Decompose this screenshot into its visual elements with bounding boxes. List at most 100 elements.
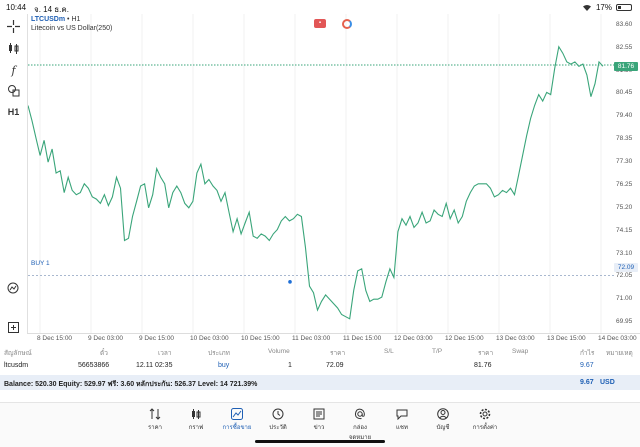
time-tick-label: 11 Dec 03:00 [292,335,331,342]
row-volume: 1 [288,362,292,369]
chat-icon [396,409,408,420]
price-tick-label: 76.25 [616,180,633,188]
col-volume: Volume [268,348,290,355]
nav-label: กล่องจดหมาย [348,425,372,441]
nav-account[interactable]: บัญชี [428,408,458,432]
nav-quotes[interactable]: ราคา [140,408,170,432]
price-tick-label: 82.55 [616,43,633,51]
time-tick-label: 12 Dec 15:00 [445,335,484,342]
row-ticket: 56653866 [78,362,110,369]
indicators-icon[interactable]: f [11,64,16,77]
quotes-icon [149,408,161,420]
col-sl: S/L [384,348,394,355]
timeframe-button[interactable]: H1 [7,106,20,117]
zoom-icon[interactable] [5,280,22,297]
bid-price-tag: 81.76 [614,62,638,71]
nav-mailbox[interactable]: กล่องจดหมาย [345,408,375,442]
nav-label: ข่าว [313,425,325,431]
balance-bar: Balance: 520.30 Equity: 529.97 ฟรี: 3.60… [0,375,640,390]
nav-chat[interactable]: แชท [387,408,417,432]
candles-icon[interactable] [5,40,22,57]
col-price: ราคา [330,350,346,357]
row-profit: 9.67 [580,362,594,369]
nav-label: ประวัติ [269,425,287,431]
symbol-description: Litecoin vs US Dollar(250) [31,25,113,32]
nav-label: กราฟ [188,425,204,431]
price-tick-label: 69.95 [616,318,633,326]
col-current-price: ราคา [478,350,494,357]
objects-icon[interactable] [5,82,22,99]
nav-history[interactable]: ประวัติ [263,408,293,432]
nav-news[interactable]: ข่าว [304,408,334,432]
wifi-icon [582,5,591,11]
nav-chart[interactable]: กราฟ [181,408,211,432]
time-tick-label: 12 Dec 03:00 [394,335,433,342]
time-tick-label: 10 Dec 15:00 [241,335,280,342]
symbol-name: LTCUSDm [31,16,66,23]
account-icon [437,408,449,420]
col-comment: หมายเหตุ [606,350,633,357]
chart-canvas[interactable] [27,14,616,333]
row-type: buy [218,362,230,369]
status-bar: 10:44 จ. 14 ธ.ค. 17% [0,0,640,14]
chart-toolbar: f H1 [0,14,27,344]
col-symbol: สัญลักษณ์ [4,350,32,357]
currency-label: USD [600,379,615,386]
settings-icon [479,408,491,420]
balance-text: Balance: 520.30 Equity: 529.97 ฟรี: 3.60… [4,381,258,388]
price-tick-label: 78.35 [616,135,633,143]
new-order-icon[interactable] [5,319,22,336]
history-icon [272,408,284,420]
nav-settings[interactable]: การตั้งค่า [470,408,500,432]
row-current-price: 81.76 [474,362,492,369]
price-tick-label: 74.15 [616,226,633,234]
one-click-icon[interactable]: ▪ [314,19,326,28]
nav-label: ราคา [148,425,162,431]
col-swap: Swap [512,348,529,355]
col-type: ประเภท [208,350,230,357]
time-tick-label: 13 Dec 03:00 [496,335,535,342]
time-tick-label: 10 Dec 03:00 [190,335,229,342]
row-symbol: ltcusdm [4,362,29,369]
col-profit: กำไร [580,350,595,357]
time-tick-label: 8 Dec 15:00 [37,335,73,342]
nav-trade[interactable]: การซื้อขาย [222,408,252,432]
signal-icon[interactable] [342,19,352,29]
time-axis: 8 Dec 15:00 9 Dec 03:00 9 Dec 15:00 10 Dec … [27,333,640,344]
price-tick-label: 73.10 [616,249,633,257]
bottom-nav: ราคา กราฟ การซื้อขาย ประวัติ ข่าว กล่องจ… [0,402,640,447]
chart-badges: ▪ [314,19,352,29]
battery-percent: 17% [595,3,612,12]
price-tick-label: 72.05 [616,272,633,280]
positions-header: สัญลักษณ์ ตั๋ว เวลา ประเภท Volume ราคา S… [0,344,640,358]
timeframe-label: • H1 [67,16,81,23]
time-tick-label: 11 Dec 15:00 [343,335,382,342]
price-tick-label: 77.30 [616,158,633,166]
candles-icon [192,409,201,419]
nav-label: บัญชี [436,425,450,431]
battery-icon [616,4,632,11]
price-tick-label: 71.00 [616,295,633,303]
crosshair-icon[interactable] [5,18,22,35]
price-tick-label: 83.60 [616,20,633,28]
status-time: 10:44 [6,3,27,12]
buy-entry-marker[interactable] [288,280,292,284]
time-tick-label: 13 Dec 15:00 [547,335,586,342]
price-tick-label: 75.20 [616,203,633,211]
time-tick-label: 14 Dec 03:00 [598,335,637,342]
mail-icon [354,408,365,420]
table-row[interactable]: ltcusdm 56653866 12.11 02:35 buy 1 72.09… [0,358,640,374]
nav-label: การซื้อขาย [222,425,252,431]
row-price: 72.09 [326,362,344,369]
price-chart[interactable] [27,14,616,333]
total-profit: 9.67 [580,379,594,386]
col-tp: T/P [432,348,443,355]
chart-symbol: LTCUSDm • H1 [31,16,80,23]
status-right: 17% [582,3,632,12]
buy-position-label[interactable]: BUY 1 [31,260,50,267]
news-icon [313,408,325,420]
row-time: 12.11 02:35 [136,362,173,369]
buy-price-tag: 72.09 [614,263,638,272]
time-tick-label: 9 Dec 15:00 [139,335,175,342]
time-tick-label: 9 Dec 03:00 [88,335,124,342]
